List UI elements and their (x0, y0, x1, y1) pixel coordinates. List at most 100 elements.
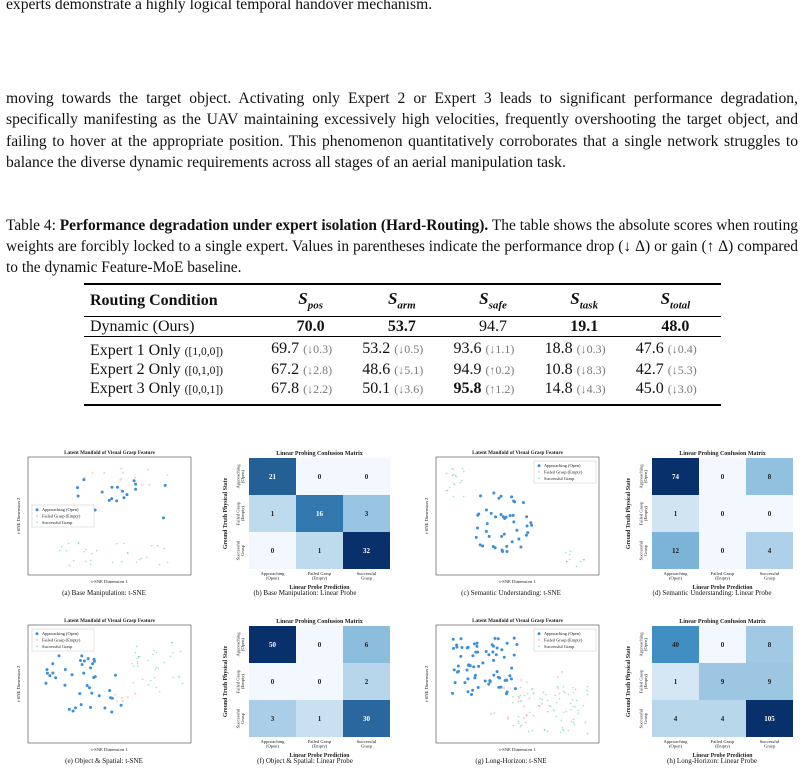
success-point: + (147, 657, 150, 662)
cm-xtick: (Open) (669, 744, 682, 749)
success-point: + (136, 655, 139, 660)
approach-point (465, 668, 469, 672)
failed-point: × (507, 717, 510, 722)
approach-point (512, 653, 516, 657)
approach-point (515, 642, 519, 646)
cell-value: 10.8 (544, 360, 573, 378)
panel-h-probe: Linear Probing Confusion Matrix 40 0 8 1 9 9 4 4… (618, 615, 798, 757)
success-point: + (562, 684, 565, 689)
approach-point (67, 707, 71, 711)
cm-cell (296, 495, 343, 532)
col-header-sarm-sub: arm (397, 299, 416, 312)
cm-ytick: (Open) (240, 638, 245, 651)
approach-point (85, 684, 89, 688)
success-point: + (452, 466, 455, 471)
success-point: + (567, 728, 570, 733)
approach-point (466, 677, 470, 681)
success-point: + (139, 654, 142, 659)
cell-value: 95.8 (453, 379, 482, 397)
approach-point (163, 483, 167, 487)
success-point: + (517, 721, 520, 726)
success-point: + (163, 546, 166, 551)
success-point: + (530, 687, 533, 692)
caption-d: (d) Semantic Understanding: Linear Probe (652, 589, 772, 597)
approach-point (89, 705, 93, 709)
cm-cell (296, 458, 343, 495)
cm-ytick: Successful (638, 708, 643, 728)
success-point: + (547, 709, 550, 714)
approach-point (530, 523, 534, 527)
approach-point (93, 508, 97, 512)
cm-value: 0 (271, 678, 275, 686)
approach-point (519, 545, 523, 549)
success-point: + (524, 719, 527, 724)
cm-cell (343, 626, 390, 663)
approach-point (487, 534, 491, 538)
approach-point (484, 529, 488, 533)
cm-ylabel: Ground Truth Physical State (626, 645, 632, 717)
cell: 93.6 (↓1.1) (447, 337, 538, 361)
approach-point (471, 654, 475, 658)
tsne-plot: Latent Manifold of Visual Grasp Feature t… (16, 618, 192, 752)
failed-point: × (541, 703, 544, 708)
dynamic-stotal: 48.0 (661, 317, 690, 335)
success-point: + (539, 696, 542, 701)
approach-point (455, 670, 459, 674)
success-point: + (169, 654, 172, 659)
success-point: + (459, 480, 462, 485)
cell-value: 93.6 (453, 339, 482, 357)
success-point: + (462, 494, 465, 499)
cm-cell (296, 532, 343, 569)
col-header-condition: Routing Condition (90, 291, 218, 309)
success-point: + (449, 484, 452, 489)
legend-label: Approaching (Open) (544, 631, 581, 636)
approach-point (491, 545, 495, 549)
success-point: + (67, 540, 70, 545)
approach-point (495, 670, 499, 674)
cell-value: 48.6 (362, 360, 391, 378)
approach-point (459, 637, 463, 641)
cm-xtick: Approaching (664, 739, 689, 744)
approach-point (505, 544, 509, 548)
cm-cell (249, 458, 296, 495)
legend-marker-success: + (538, 477, 541, 482)
cm-xtick: (Empty) (715, 744, 731, 749)
cm-xtick: Grasp (361, 744, 373, 749)
x-axis-label: t-SNE Dimension 1 (91, 747, 128, 752)
success-point: + (59, 548, 62, 553)
x-axis-label: t-SNE Dimension 1 (499, 747, 536, 752)
success-point: + (77, 540, 80, 545)
legend-label: Failed Grasp (Empty) (544, 469, 583, 474)
cm-ytick: Approaching (638, 464, 643, 489)
success-point: + (560, 717, 563, 722)
cm-cell (296, 663, 343, 700)
confusion-matrix: Linear Probing Confusion Matrix 50 0 6 0 0 2 3 1… (223, 619, 390, 757)
cm-value: 1 (318, 547, 322, 555)
success-point: + (558, 696, 561, 701)
cell-delta: (↓5.3) (667, 362, 697, 377)
table-caption: Table 4: Performance degradation under e… (6, 216, 798, 278)
success-point: + (566, 559, 569, 564)
col-header-ssafe-symbol: S (479, 289, 489, 309)
cm-value: 1 (271, 510, 275, 518)
success-point: + (154, 667, 157, 672)
approach-point (497, 496, 501, 500)
cm-xtick: Grasp (764, 744, 776, 749)
cm-cell (746, 458, 793, 495)
cm-ytick: Successful (235, 540, 240, 560)
col-header-stask: Stask (539, 284, 630, 317)
failed-point: × (520, 679, 523, 684)
failed-point: × (134, 693, 137, 698)
cm-value: 105 (764, 715, 775, 723)
approach-point (529, 521, 533, 525)
approach-point (476, 513, 480, 517)
failed-point: × (121, 700, 124, 705)
cell-value: 94.9 (453, 360, 482, 378)
cm-ytick: Failed Grasp (638, 501, 643, 525)
legend-marker-approach (537, 632, 541, 636)
success-point: + (451, 472, 454, 477)
success-point: + (583, 557, 586, 562)
success-point: + (572, 685, 575, 690)
panel-b-probe: Linear Probing Confusion Matrix 21 0 0 1 16 3 0… (215, 447, 395, 589)
approach-point (134, 487, 138, 491)
